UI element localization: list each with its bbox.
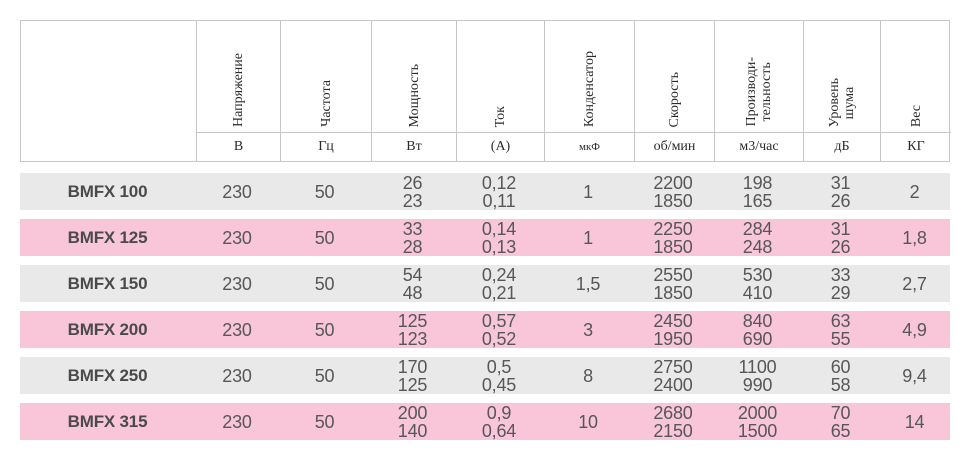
cell-speed: 2550 1850: [653, 264, 693, 303]
cell-model: BMFX 125: [67, 227, 148, 247]
cell-current: 0,9 0,64: [481, 402, 517, 441]
column-header-airflow: Производи- тельность: [714, 21, 803, 132]
column-header-power: Мощность: [371, 21, 456, 132]
column-header-noise: Уровень шума: [803, 21, 880, 132]
cell-capacitor: 8: [583, 365, 593, 386]
unit-noise: дБ: [803, 132, 880, 161]
table-row-bmfx-200: BMFX 200 230 50 125 123 0,57 0,52 3 2450 19…: [20, 311, 950, 348]
cell-noise: 33 29: [830, 264, 851, 303]
cell-airflow: 1100 990: [738, 356, 777, 395]
cell-weight: 1,8: [902, 227, 927, 248]
column-header-weight: Вес: [880, 21, 951, 132]
cell-frequency: 50: [314, 411, 335, 432]
unit-speed: об/мин: [634, 132, 714, 161]
cell-capacitor: 1,5: [575, 273, 601, 294]
cell-current: 0,24 0,21: [481, 264, 517, 303]
cell-model: BMFX 250: [67, 365, 148, 385]
column-header-model-empty: [21, 21, 196, 161]
column-header-frequency: Частота: [280, 21, 371, 132]
cell-current: 0,12 0,11: [481, 172, 517, 211]
table-row-bmfx-150: BMFX 150 230 50 54 48 0,24 0,21 1,5 2550 18…: [20, 265, 950, 302]
cell-current: 0,57 0,52: [481, 310, 517, 349]
column-header-capacitor-label: Конденсатор: [582, 50, 597, 127]
column-header-speed: Скорость: [634, 21, 714, 132]
cell-voltage: 230: [222, 181, 252, 202]
cell-noise: 63 55: [830, 310, 851, 349]
column-header-noise-label: Уровень шума: [827, 77, 857, 127]
cell-power: 125 123: [397, 310, 428, 349]
column-header-frequency-label: Частота: [318, 80, 334, 127]
column-header-weight-label: Вес: [908, 104, 924, 127]
cell-weight: 9,4: [902, 365, 927, 386]
column-header-current: Ток: [456, 21, 544, 132]
spec-table-header: Напряжение Частота Мощность Ток Конденса…: [20, 20, 951, 162]
cell-speed: 2450 1950: [653, 310, 693, 349]
cell-speed: 2680 2150: [653, 402, 693, 441]
cell-power: 200 140: [397, 402, 428, 441]
cell-weight: 14: [904, 411, 925, 432]
cell-voltage: 230: [222, 365, 252, 386]
cell-power: 54 48: [402, 264, 423, 303]
cell-power: 26 23: [402, 172, 423, 211]
cell-model: BMFX 150: [67, 273, 148, 293]
cell-noise: 60 58: [830, 356, 851, 395]
cell-airflow: 198 165: [742, 172, 773, 211]
cell-frequency: 50: [314, 227, 335, 248]
cell-frequency: 50: [314, 365, 335, 386]
cell-current: 0,5 0,45: [481, 356, 517, 395]
table-row-bmfx-100: BMFX 100 230 50 26 23 0,12 0,11 1 2200 1850…: [20, 173, 950, 210]
unit-airflow: м3/час: [714, 132, 803, 161]
column-header-voltage-label: Напряжение: [231, 53, 246, 127]
table-row-bmfx-250: BMFX 250 230 50 170 125 0,5 0,45 8 2750 240…: [20, 357, 950, 394]
spec-table: Напряжение Частота Мощность Ток Конденса…: [20, 20, 951, 449]
cell-current: 0,14 0,13: [481, 218, 517, 257]
cell-power: 33 28: [402, 218, 423, 257]
cell-airflow: 840 690: [742, 310, 773, 349]
cell-airflow: 2000 1500: [737, 402, 778, 441]
cell-speed: 2200 1850: [653, 172, 693, 211]
cell-model: BMFX 315: [67, 411, 148, 431]
cell-noise: 31 26: [830, 218, 851, 257]
cell-speed: 2750 2400: [653, 356, 693, 395]
cell-weight: 2: [909, 181, 920, 202]
unit-weight: КГ: [880, 132, 951, 161]
unit-capacitor: мкФ: [544, 132, 634, 161]
cell-frequency: 50: [314, 319, 335, 340]
column-header-speed-label: Скорость: [667, 71, 682, 128]
cell-noise: 70 65: [830, 402, 851, 441]
cell-model: BMFX 200: [67, 319, 148, 339]
cell-weight: 4,9: [902, 319, 927, 340]
cell-speed: 2250 1850: [653, 218, 693, 257]
column-header-power-label: Мощность: [406, 63, 422, 127]
cell-voltage: 230: [222, 227, 252, 248]
cell-power: 170 125: [397, 356, 428, 395]
unit-current: (А): [456, 132, 544, 161]
cell-voltage: 230: [222, 411, 252, 432]
unit-voltage: В: [196, 132, 280, 161]
column-header-voltage: Напряжение: [196, 21, 280, 132]
table-row-bmfx-315: BMFX 315 230 50 200 140 0,9 0,64 10 2680 21…: [20, 403, 950, 440]
spec-table-body: BMFX 100 230 50 26 23 0,12 0,11 1 2200 1850…: [20, 173, 950, 440]
cell-airflow: 530 410: [742, 264, 773, 303]
cell-capacitor: 10: [578, 411, 598, 432]
column-header-airflow-label: Производи- тельность: [744, 57, 774, 127]
cell-capacitor: 1: [583, 227, 593, 248]
column-header-capacitor: Конденсатор: [544, 21, 634, 132]
table-row-bmfx-125: BMFX 125 230 50 33 28 0,14 0,13 1 2250 1850…: [20, 219, 950, 256]
unit-power: Вт: [371, 132, 456, 161]
cell-weight: 2,7: [902, 273, 927, 294]
column-header-current-label: Ток: [493, 105, 508, 127]
cell-frequency: 50: [314, 273, 335, 294]
cell-voltage: 230: [222, 273, 252, 294]
cell-noise: 31 26: [830, 172, 851, 211]
cell-voltage: 230: [222, 319, 252, 340]
cell-airflow: 284 248: [742, 218, 773, 257]
cell-model: BMFX 100: [67, 181, 148, 201]
cell-frequency: 50: [314, 181, 335, 202]
cell-capacitor: 3: [583, 319, 593, 340]
unit-frequency: Гц: [280, 132, 371, 161]
cell-capacitor: 1: [583, 181, 593, 202]
